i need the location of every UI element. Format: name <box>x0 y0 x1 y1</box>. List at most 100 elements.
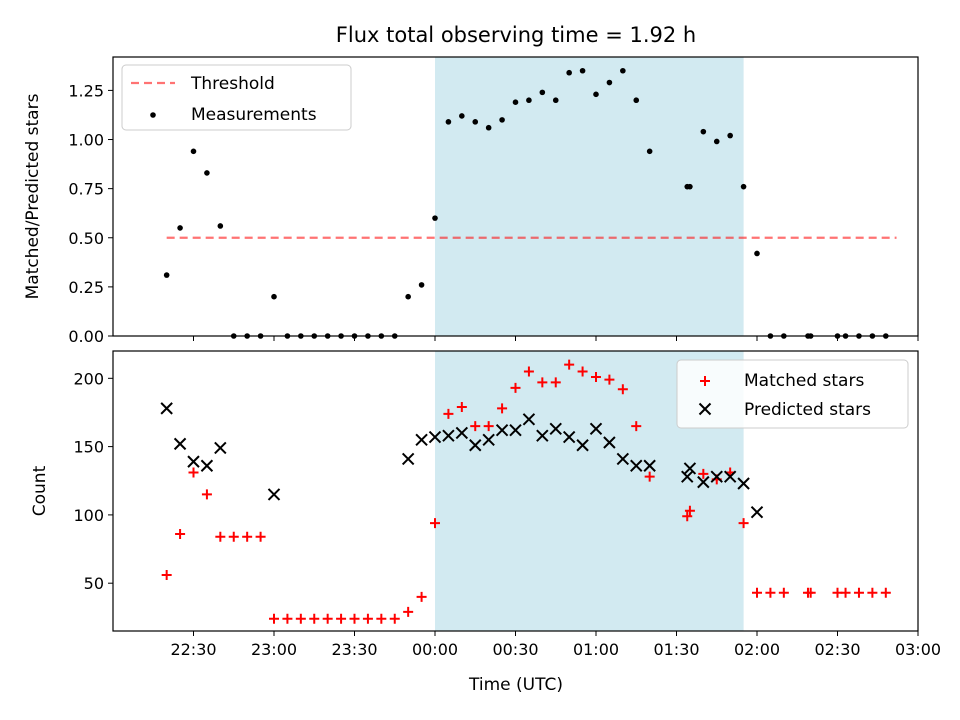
matched-stars-point <box>309 613 320 624</box>
x-tick-label: 00:00 <box>412 640 458 659</box>
x-tick-label: 00:30 <box>492 640 538 659</box>
predicted-stars-point <box>737 477 750 490</box>
measurements-point <box>190 148 197 155</box>
measurements-point <box>204 170 210 176</box>
predicted-stars-point <box>428 430 442 444</box>
measurements-point <box>633 97 640 104</box>
x-tick-label: 23:00 <box>251 640 297 659</box>
matched-stars-point <box>880 587 891 598</box>
legend-threshold-label: Threshold <box>190 74 275 94</box>
measurements-point <box>499 117 505 123</box>
legend-predicted-label: Predicted stars <box>744 400 871 420</box>
predicted-stars-point <box>482 433 495 446</box>
measurements-point <box>727 132 733 139</box>
matched-stars-point <box>537 377 548 388</box>
predicted-stars-point <box>683 462 697 475</box>
figure-title: Flux total observing time = 1.92 h <box>336 23 696 47</box>
predicted-stars-point <box>681 470 694 483</box>
measurements-point <box>700 128 707 135</box>
predicted-stars-point <box>697 475 710 489</box>
measurements-point <box>620 67 626 74</box>
predicted-stars-point <box>723 470 737 483</box>
predicted-stars-point <box>522 413 536 426</box>
y-tick-label: 150 <box>73 438 104 457</box>
predicted-stars-point <box>616 452 630 466</box>
matched-stars-point <box>765 587 776 598</box>
matched-stars-point <box>269 613 279 624</box>
legend-predicted-swatch <box>698 402 712 416</box>
measurements-point <box>606 79 613 86</box>
matched-stars-point <box>255 531 266 542</box>
legend-measurements-label: Measurements <box>191 105 317 125</box>
y-tick-label: 50 <box>84 574 104 593</box>
matched-stars-point <box>403 606 414 617</box>
matched-stars-point <box>430 518 440 529</box>
matched-stars-point <box>684 505 695 516</box>
panel-ratio: 0.00 0.25 0.50 0.75 1.00 1.25 Matched/Predicte… <box>23 56 919 346</box>
predicted-stars-point <box>630 459 643 472</box>
matched-stars-point <box>161 570 172 580</box>
matched-stars-point <box>805 587 816 598</box>
legend-box <box>676 359 909 429</box>
predicted-stars-point <box>401 452 415 466</box>
matched-stars-point <box>470 421 481 432</box>
predicted-stars-point <box>643 459 656 472</box>
matched-stars-point <box>295 613 306 624</box>
matched-stars-point <box>778 587 789 598</box>
predicted-stars-point <box>160 402 173 415</box>
matched-stars-point <box>853 587 864 598</box>
predicted-stars-point <box>603 436 616 449</box>
measurements-point <box>459 113 465 119</box>
matched-stars-point <box>282 613 293 624</box>
x-tick-label: 02:30 <box>814 640 860 659</box>
measurements-point <box>754 250 760 257</box>
predicted-stars-point <box>214 441 227 455</box>
y-axis-label: Count <box>30 465 50 516</box>
predicted-stars-point <box>750 505 764 519</box>
y-axis-label: Matched/Predicted stars <box>23 93 43 299</box>
matched-stars-point <box>175 529 186 540</box>
measurements-point <box>593 91 599 98</box>
x-tick-label: 01:30 <box>653 640 699 659</box>
predicted-stars-point <box>589 422 603 436</box>
predicted-stars-point <box>495 424 509 437</box>
matched-stars-point <box>591 371 601 382</box>
matched-stars-point <box>577 366 588 377</box>
matched-stars-point <box>389 613 400 624</box>
panel-counts: 22:30 23:00 23:30 00:00 00:30 01:00 01:30 02:00… <box>30 350 941 659</box>
measurements-point <box>163 272 170 278</box>
measurements-point <box>177 225 183 231</box>
measurements-point <box>432 215 438 221</box>
matched-stars-point <box>228 531 239 542</box>
measurements-point <box>485 124 492 131</box>
x-tick-label: 22:30 <box>170 640 216 659</box>
matched-stars-point <box>215 531 226 542</box>
predicted-stars-point <box>536 429 549 442</box>
matched-stars-point <box>349 613 360 624</box>
matched-stars-point <box>644 471 655 482</box>
matched-stars-point <box>456 402 467 412</box>
measurements-point <box>740 183 747 190</box>
measurements-point <box>713 138 720 145</box>
x-tick-label: 01:00 <box>573 640 619 659</box>
matched-stars-point <box>738 518 749 529</box>
matched-stars-point <box>617 384 628 395</box>
matched-stars-point <box>510 382 521 393</box>
measurements-point <box>512 99 519 105</box>
measurements-point <box>445 119 452 125</box>
measurements-point <box>526 97 532 104</box>
x-tick-label: 23:30 <box>331 640 377 659</box>
x-axis-label: Time (UTC) <box>468 675 563 695</box>
matched-stars-point <box>631 421 642 432</box>
matched-stars-point <box>523 366 534 377</box>
measurements-point <box>418 282 425 288</box>
predicted-stars-point <box>469 439 482 452</box>
legend-matched-label: Matched stars <box>744 371 864 391</box>
matched-stars-point <box>752 587 762 598</box>
matched-stars-point <box>362 613 373 624</box>
measurements-point <box>539 89 546 96</box>
legend-matched-swatch <box>700 376 710 386</box>
predicted-stars-point <box>549 422 562 436</box>
y-tick-label: 0.00 <box>68 327 104 346</box>
matched-stars-point <box>336 613 347 624</box>
